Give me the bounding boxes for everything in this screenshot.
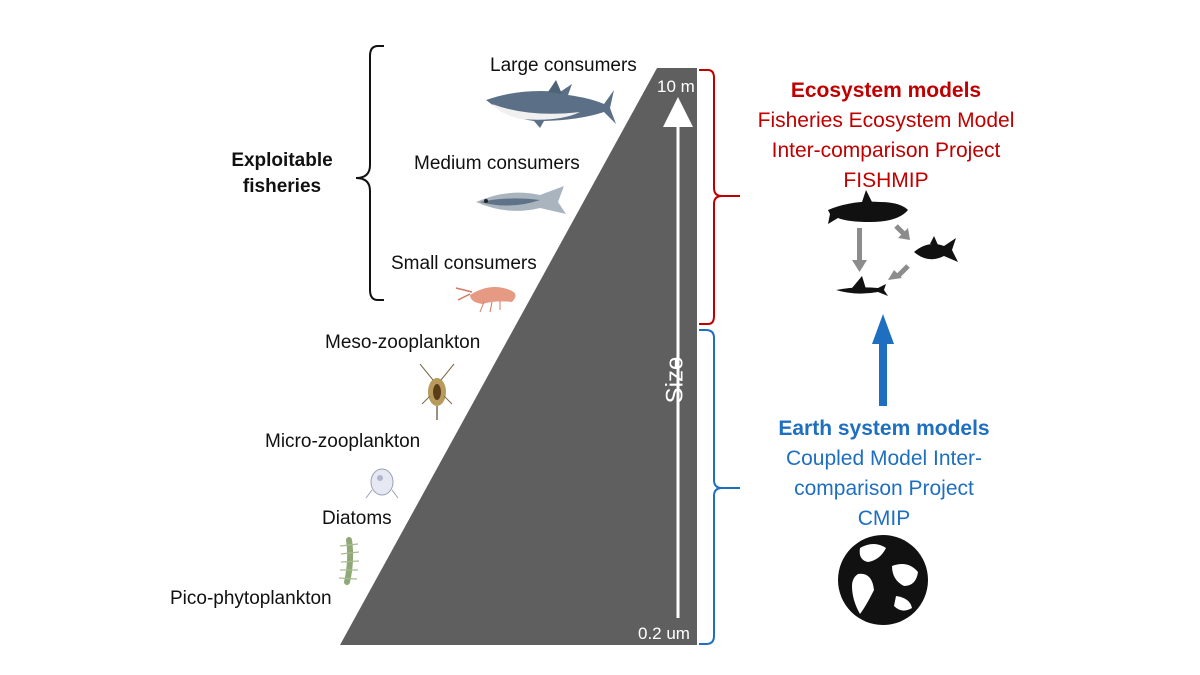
earth-heading: Earth system models xyxy=(778,417,990,440)
diatom-chain-icon xyxy=(338,537,360,585)
label-meso-zooplankton: Meso-zooplankton xyxy=(325,332,481,353)
label-medium-consumers: Medium consumers xyxy=(414,153,580,174)
shark-icon xyxy=(486,80,616,128)
ecosystem-line-3: FISHMIP xyxy=(843,169,929,192)
exploitable-fisheries-label: Exploitable fisheries xyxy=(222,148,342,200)
label-micro-zooplankton: Micro-zooplankton xyxy=(265,431,421,452)
exploitable-brace xyxy=(355,45,384,301)
ecosystem-models-block: Ecosystem models Fisheries Ecosystem Mod… xyxy=(736,76,1036,196)
size-bottom-value: 0.2 um xyxy=(638,624,690,643)
earth-line-1: Coupled Model Inter- xyxy=(785,447,983,470)
earth-system-models-block: Earth system models Coupled Model Inter-… xyxy=(760,414,1008,534)
size-top-value: 10 m xyxy=(657,77,695,96)
flying-fish-icon xyxy=(836,276,888,296)
label-pico-phytoplankton: Pico-phytoplankton xyxy=(170,588,332,609)
ecosystem-line-1: Fisheries Ecosystem Model xyxy=(757,109,1015,132)
size-axis-label: Size xyxy=(661,356,689,404)
ecosystem-heading: Ecosystem models xyxy=(790,79,982,102)
size-triangle xyxy=(340,68,697,645)
copepod-icon xyxy=(419,363,455,420)
tuna-icon xyxy=(914,236,958,262)
coupling-arrow xyxy=(872,314,894,406)
globe-icon xyxy=(838,535,928,625)
earth-line-2: comparison Project xyxy=(794,477,974,500)
herring-icon xyxy=(476,186,566,214)
food-web-arrows xyxy=(852,224,910,280)
earth-line-3: CMIP xyxy=(857,507,911,530)
exploitable-line-2: fisheries xyxy=(242,176,322,197)
ecosystem-line-2: Inter-comparison Project xyxy=(771,139,1001,162)
ecosystem-bracket xyxy=(699,69,740,325)
earth-bracket xyxy=(699,329,740,645)
label-diatoms: Diatoms xyxy=(322,508,392,529)
label-large-consumers: Large consumers xyxy=(490,55,637,76)
orca-icon xyxy=(828,190,908,224)
exploitable-line-1: Exploitable xyxy=(231,150,333,171)
krill-icon xyxy=(455,286,516,313)
micro-zooplankton-icon xyxy=(365,468,399,499)
label-small-consumers: Small consumers xyxy=(391,253,537,274)
